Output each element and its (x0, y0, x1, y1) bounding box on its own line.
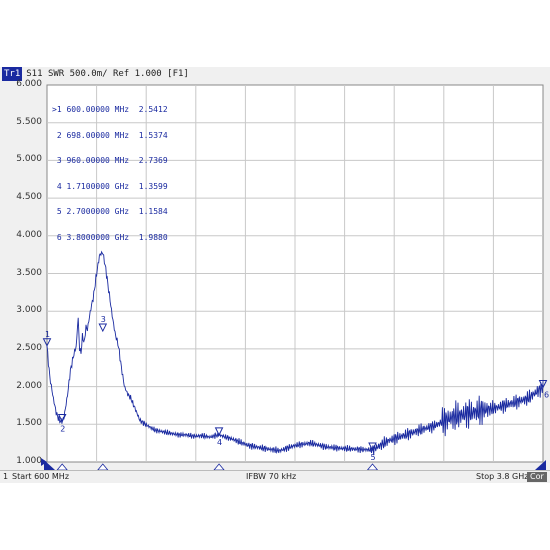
start-indicator (44, 460, 55, 470)
swr-trace (46, 250, 544, 456)
marker-row: 6 3.8000000 GHz 1.9880 (52, 232, 168, 243)
marker-value: 1.5374 (138, 130, 168, 140)
marker-row: 4 1.7100000 GHz 1.3599 (52, 181, 168, 192)
marker-freq: 698.00000 MHz (66, 130, 130, 140)
marker-triangle (214, 427, 224, 436)
y-tick-label: 3.000 (16, 305, 42, 316)
marker-triangle (57, 413, 67, 423)
marker-label: 2 (60, 424, 65, 433)
trace-badge[interactable]: Tr1 (2, 67, 23, 81)
marker-id: 5 (56, 207, 62, 216)
marker-id: 2 (56, 130, 62, 140)
marker-row: 2 698.00000 MHz 1.5374 (52, 130, 168, 141)
y-tick-label: 4.500 (16, 192, 42, 203)
marker-triangle (42, 338, 52, 347)
marker-freq: 960.00000 MHz (66, 156, 130, 165)
marker-row: 3 960.00000 MHz 2.7369 (52, 156, 168, 166)
y-tick-label: 1.500 (16, 418, 42, 429)
marker-id: 4 (56, 181, 62, 191)
marker-freq: 600.00000 MHz (66, 105, 130, 114)
marker-value: 2.5412 (138, 105, 168, 114)
marker-label: 3 (101, 315, 106, 324)
stop-indicator (535, 460, 546, 470)
marker-triangle (368, 442, 377, 452)
y-tick-label: 2.000 (16, 380, 42, 391)
start-frequency[interactable]: Start 600 MHz (12, 472, 70, 481)
trace-info: S11 SWR 500.0m/ Ref 1.000 [F1] (26, 69, 189, 79)
marker-freq: 3.8000000 GHz (66, 232, 130, 242)
y-tick-label: 3.500 (16, 267, 42, 278)
y-tick-label: 5.500 (16, 116, 42, 127)
status-bar: 1 Start 600 MHz IFBW 70 kHz Stop 3.8 GHz… (0, 470, 550, 483)
ifbw-setting[interactable]: IFBW 70 kHz (246, 472, 297, 481)
marker-row: >1 600.00000 MHz 2.5412 (52, 105, 168, 115)
marker-value: 1.9880 (138, 232, 168, 242)
marker-value: 1.3599 (138, 181, 168, 191)
marker-table: >1 600.00000 MHz 2.5412 2 698.00000 MHz … (52, 89, 168, 251)
marker-label: 1 (45, 330, 50, 339)
marker-id: 3 (56, 156, 62, 165)
marker-label: 6 (544, 391, 549, 400)
marker-freq: 1.7100000 GHz (66, 181, 130, 191)
marker-id: 6 (56, 232, 62, 242)
y-tick-label: 6.000 (16, 79, 42, 89)
marker-value: 2.7369 (138, 156, 168, 165)
marker-triangle (98, 323, 108, 333)
y-tick-label: 2.500 (16, 342, 42, 353)
marker-row: 5 2.7000000 GHz 1.1584 (52, 207, 168, 217)
marker-freq: 2.7000000 GHz (66, 207, 130, 216)
channel-number[interactable]: 1 (3, 472, 9, 481)
trace-header: Tr1 S11 SWR 500.0m/ Ref 1.000 [F1] (0, 67, 550, 81)
correction-badge[interactable]: Cor (527, 472, 547, 482)
marker-label: 5 (371, 453, 376, 462)
marker-label: 4 (217, 438, 222, 447)
marker-id: >1 (52, 105, 62, 114)
y-tick-label: 5.000 (16, 154, 42, 165)
y-tick-label: 1.000 (16, 456, 42, 466)
y-tick-label: 4.000 (16, 229, 42, 240)
marker-value: 1.1584 (138, 207, 168, 216)
stop-frequency[interactable]: Stop 3.8 GHz (476, 472, 529, 481)
marker-triangle (538, 380, 548, 389)
